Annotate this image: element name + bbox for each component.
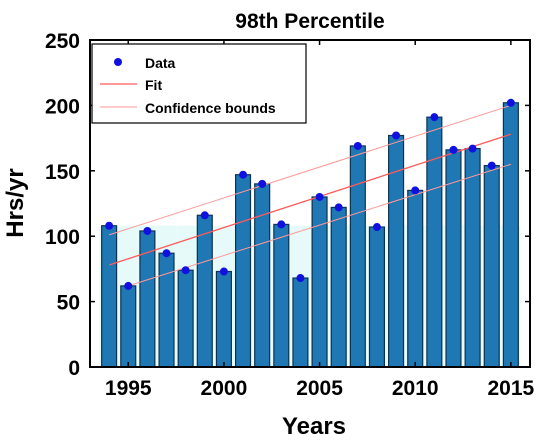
bar-2003	[273, 223, 290, 368]
bar-2005	[311, 196, 328, 368]
y-tick-label: 50	[57, 292, 80, 315]
data-point-2005	[315, 192, 324, 201]
data-point-2015	[506, 98, 515, 107]
legend-box	[91, 43, 307, 124]
bar-2006	[330, 206, 347, 368]
bar-2004	[292, 277, 309, 368]
data-point-2011	[430, 113, 439, 122]
data-point-1994	[105, 221, 114, 230]
data-point-2008	[372, 223, 381, 232]
data-point-2003	[277, 220, 286, 229]
data-point-2000	[219, 267, 228, 276]
lines-layer	[108, 104, 512, 287]
markers-layer	[105, 98, 515, 290]
data-point-2009	[392, 131, 401, 140]
data-point-1996	[143, 226, 152, 235]
y-tick-label: 100	[45, 226, 80, 249]
bar-2001	[234, 174, 252, 368]
y-tick-label: 250	[45, 30, 80, 53]
x-tick-label: 2015	[488, 377, 535, 400]
y-tick-label: 150	[45, 161, 80, 184]
bar-1999	[196, 214, 213, 368]
bar-2002	[254, 183, 271, 368]
data-point-2006	[334, 203, 343, 212]
bar-1997	[158, 252, 175, 368]
legend-bounds-label: Confidence bounds	[145, 100, 276, 116]
data-point-1998	[181, 266, 190, 275]
bar-2008	[368, 226, 386, 368]
bar-2013	[464, 147, 481, 368]
bar-1994	[101, 225, 118, 368]
x-axis-label: Years	[282, 413, 346, 440]
data-point-2004	[296, 274, 305, 283]
y-tick-label: 0	[68, 357, 80, 380]
plot-area-frame	[89, 39, 531, 368]
upper-confidence-bound-line	[108, 104, 512, 236]
data-point-2013	[468, 144, 477, 153]
bar-2014	[483, 164, 500, 368]
lower-confidence-bound-line	[128, 163, 512, 287]
data-point-1995	[124, 281, 133, 290]
bars-layer	[99, 102, 521, 368]
bar-1998	[177, 269, 194, 368]
x-tick-label: 2010	[392, 377, 439, 400]
data-point-2010	[411, 186, 420, 195]
data-point-2012	[449, 145, 458, 154]
data-point-1997	[162, 249, 171, 258]
legend-data-marker	[114, 58, 122, 66]
x-tick-label: 2005	[296, 377, 343, 400]
x-tick-label: 2000	[201, 377, 248, 400]
y-axis: 0 50 100 150 200 250	[45, 30, 530, 380]
data-point-2001	[239, 170, 248, 179]
bar-1995	[120, 285, 137, 368]
legend: Data Fit Confidence bounds	[91, 43, 307, 124]
bar-2000	[215, 270, 232, 368]
bar-2015	[502, 102, 519, 368]
bar-2011	[426, 116, 443, 368]
bar-2010	[407, 189, 424, 368]
chart-title: 98th Percentile	[235, 10, 384, 33]
data-point-1999	[200, 211, 209, 220]
x-axis: 1995 2000 2005 2010 2015	[105, 40, 535, 400]
bar-2007	[349, 145, 366, 368]
fit-line	[108, 133, 512, 266]
x-tick-label: 1995	[105, 377, 152, 400]
data-point-2014	[487, 161, 496, 170]
data-point-2007	[353, 141, 362, 150]
y-axis-label: Hrs/yr	[2, 168, 29, 237]
legend-fit-label: Fit	[145, 77, 162, 93]
legend-data-label: Data	[145, 55, 176, 71]
y-tick-label: 200	[45, 95, 80, 118]
data-point-2002	[258, 179, 267, 188]
